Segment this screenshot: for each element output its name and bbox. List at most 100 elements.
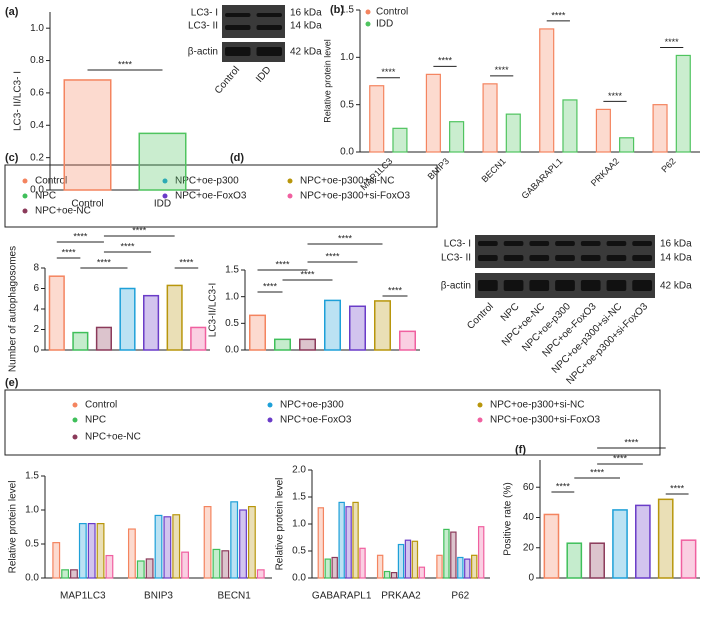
bar — [163, 516, 172, 579]
bar — [324, 299, 341, 351]
bar — [190, 326, 207, 351]
x-tick-label: PRKAA2 — [381, 591, 421, 602]
bar — [48, 275, 65, 351]
significance-label: **** — [388, 285, 403, 295]
blot-row-label: β-actin — [441, 281, 471, 292]
blot-band — [555, 241, 575, 246]
panel-label: (a) — [5, 6, 19, 18]
x-tick-label: BECN1 — [479, 156, 507, 184]
legend-label: NPC+oe-NC — [35, 206, 91, 217]
bar — [345, 506, 352, 579]
significance-label: **** — [338, 233, 353, 243]
legend-label: IDD — [376, 19, 393, 30]
bar — [274, 338, 291, 351]
legend-box-cd — [4, 164, 438, 228]
blot-band — [256, 13, 282, 17]
legend-marker — [72, 402, 78, 408]
y-tick-label: 0.8 — [30, 55, 44, 66]
legend-marker — [287, 193, 293, 199]
x-tick-label: BNIP3 — [426, 156, 451, 181]
legend-label: NPC+oe-p300+si-FoxO3 — [300, 191, 410, 202]
legend-label: NPC+oe-FoxO3 — [280, 415, 352, 426]
bar — [52, 542, 61, 579]
blot-row-label: β-actin — [188, 47, 218, 58]
blot-size-label: 16 kDa — [290, 8, 322, 19]
y-tick-label: 0.5 — [292, 546, 306, 557]
blot-band — [632, 280, 652, 291]
blot-lane-label: IDD — [254, 65, 274, 85]
blot-band — [555, 255, 575, 261]
x-tick-label: GABARAPL1 — [520, 156, 565, 201]
legend-marker — [22, 208, 28, 214]
blot-band — [529, 241, 550, 246]
bar — [203, 506, 212, 579]
legend-label: NPC+oe-p300 — [280, 400, 344, 411]
bar — [635, 504, 651, 579]
significance-label: **** — [665, 37, 680, 47]
x-tick-label: Control — [71, 199, 103, 210]
bar — [95, 326, 112, 351]
legend-label: NPC — [35, 191, 56, 202]
significance-label: **** — [670, 483, 685, 493]
legend-marker — [477, 417, 483, 423]
significance-label: **** — [325, 251, 340, 261]
legend-marker — [162, 178, 168, 184]
y-tick-label: 0 — [33, 345, 39, 356]
bar — [612, 509, 628, 579]
panel-label: (d) — [230, 152, 244, 164]
bar — [450, 531, 457, 579]
y-tick-label: 0.5 — [25, 539, 39, 550]
y-tick-label: 6 — [33, 283, 39, 294]
legend-label: NPC+oe-FoxO3 — [175, 191, 247, 202]
x-tick-label: PRKAA2 — [589, 156, 621, 188]
bar — [96, 522, 105, 579]
bar — [78, 522, 87, 579]
blot-band — [555, 280, 575, 291]
bar — [471, 554, 478, 579]
legend-marker — [72, 434, 78, 440]
bar — [338, 501, 345, 579]
y-axis-label: Number of autophagosomes — [8, 246, 19, 372]
blot-band — [503, 255, 524, 261]
bar — [331, 556, 338, 579]
bar — [61, 569, 70, 579]
bar — [566, 542, 583, 579]
bar — [349, 305, 366, 351]
bar — [505, 113, 521, 153]
x-tick-label: P62 — [659, 156, 677, 174]
x-tick-label: IDD — [154, 199, 171, 210]
y-tick-label: 0.5 — [340, 99, 354, 110]
blot-band — [256, 25, 282, 30]
significance-label: **** — [300, 269, 315, 279]
legend-marker — [22, 193, 28, 199]
blot-band — [478, 241, 498, 246]
bar — [539, 28, 555, 153]
bar — [374, 300, 391, 351]
legend-label: NPC — [85, 415, 106, 426]
bar — [436, 554, 443, 579]
y-tick-label: 40 — [523, 512, 535, 523]
x-tick-label: BNIP3 — [144, 591, 173, 602]
legend-marker — [72, 417, 78, 423]
y-tick-label: 1.5 — [292, 492, 306, 503]
bar — [562, 99, 578, 153]
blot-band — [529, 255, 550, 261]
bar — [87, 522, 96, 579]
y-axis-label: LC3- II/LC3- I — [13, 71, 24, 131]
legend-marker — [22, 178, 28, 184]
significance-label: **** — [263, 281, 278, 291]
legend-label: NPC+oe-p300 — [175, 176, 239, 187]
y-tick-label: 0.0 — [30, 185, 44, 196]
bar — [63, 79, 112, 191]
blot-band — [529, 280, 550, 291]
blot-band — [606, 280, 627, 291]
significance-label: **** — [624, 437, 639, 447]
blot-band — [478, 280, 498, 291]
blot-size-label: 14 kDa — [660, 253, 692, 264]
legend-label: NPC+oe-p300+si-FoxO3 — [490, 415, 600, 426]
y-tick-label: 1.5 — [25, 471, 39, 482]
bar — [619, 137, 635, 153]
legend-marker — [162, 193, 168, 199]
legend-label: NPC+oe-p300+si-NC — [490, 400, 585, 411]
